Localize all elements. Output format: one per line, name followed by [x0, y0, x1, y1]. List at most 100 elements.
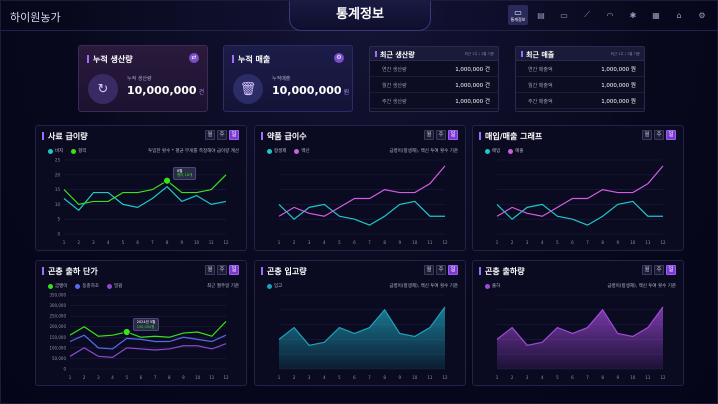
- legend-item: 비지: [48, 148, 63, 154]
- y-tick-label: 50,000: [52, 356, 66, 361]
- x-tick-label: 1: [278, 240, 281, 245]
- tab-period[interactable]: 월: [642, 265, 652, 275]
- tab-period[interactable]: 월: [205, 265, 215, 275]
- y-tick-label: 0: [57, 232, 60, 237]
- recent-sales-card: 최근 매출 최근 1주 / 1월 기준 연간 매출액 1,000,000 원 월간 매출…: [515, 46, 645, 112]
- chart-panel-5: 곤충 출하량 월 주 일 출하 금병이(항생제), 백신 투여 횟수 기준 1 2 3 4 5 6 7 8…: [472, 260, 684, 386]
- x-tick-label: 2: [511, 375, 514, 380]
- x-tick-label: 11: [645, 240, 651, 245]
- nav-bug-icon[interactable]: ✱: [623, 5, 643, 25]
- nav-grid-icon[interactable]: ▤: [531, 5, 551, 25]
- nav-trend-icon[interactable]: ⟋: [577, 5, 597, 25]
- nav-glyph: ◠: [606, 10, 614, 20]
- tab-period[interactable]: 일: [229, 265, 239, 275]
- nav-vr-icon[interactable]: ◠: [600, 5, 620, 25]
- tab-period[interactable]: 주: [217, 130, 227, 140]
- tab-period[interactable]: 주: [436, 265, 446, 275]
- tab-period[interactable]: 월: [424, 130, 434, 140]
- legend-label: 굼벵이: [55, 284, 68, 289]
- series-line-0: [69, 321, 227, 338]
- row-value: 1,000,000 건: [455, 83, 490, 89]
- x-tick-label: 3: [308, 240, 311, 245]
- x-tick-label: 7: [368, 375, 371, 380]
- tab-period[interactable]: 월: [205, 130, 215, 140]
- nav-stats-icon[interactable]: ▭ 통계정보: [508, 5, 528, 25]
- x-tick-label: 2: [511, 240, 514, 245]
- x-tick-label: 4: [111, 375, 114, 380]
- tab-period[interactable]: 일: [666, 130, 676, 140]
- x-tick-label: 3: [526, 375, 529, 380]
- x-tick-label: 6: [136, 240, 139, 245]
- legend-label: 매출: [515, 149, 524, 154]
- x-tick-label: 11: [209, 240, 215, 245]
- series-line-1: [63, 174, 227, 206]
- legend-item: 입고: [267, 283, 282, 289]
- tab-period[interactable]: 일: [448, 130, 458, 140]
- legend-dot: [267, 283, 272, 289]
- legend-item: 항생제: [267, 148, 286, 154]
- nav-settings-icon[interactable]: ⚙: [692, 5, 712, 25]
- x-tick-label: 4: [541, 240, 544, 245]
- tooltip-title: 2024년 5월: [136, 320, 156, 324]
- chart-title: 매입/매출 그래프: [479, 131, 542, 142]
- row-value: 1,000,000 건: [455, 99, 490, 105]
- highlight-point[interactable]: [163, 176, 171, 185]
- x-tick-label: 4: [541, 375, 544, 380]
- row-value: 1,000,000 원: [601, 83, 636, 89]
- y-tick-label: 200,000: [49, 324, 66, 329]
- x-tick-label: 4: [107, 240, 110, 245]
- y-tick-label: 250,000: [49, 314, 66, 319]
- row-label: 월간 매출액: [528, 83, 553, 89]
- chart-title: 곤충 출하 단가: [42, 266, 98, 277]
- nav-label: 통계정보: [510, 17, 526, 22]
- tab-period[interactable]: 월: [424, 265, 434, 275]
- legend-label: 백신: [301, 149, 310, 154]
- tab-period[interactable]: 주: [217, 265, 227, 275]
- top-bar: 하이원농가 통계정보 ▭ 통계정보 ▤ ▭ ⟋ ◠ ✱ ▦ ⌂ ⚙: [1, 1, 718, 31]
- chart-legend: 비지 향리: [48, 148, 87, 154]
- tab-period[interactable]: 월: [642, 130, 652, 140]
- row-value: 1,000,000 원: [601, 99, 636, 105]
- nav-doc-icon[interactable]: ▦: [646, 5, 666, 25]
- tab-period[interactable]: 주: [436, 130, 446, 140]
- x-tick-label: 1: [496, 375, 499, 380]
- tab-period[interactable]: 일: [666, 265, 676, 275]
- chart-panel-0: 사료 급이량 월 주 일 비지 향리 투입한 횟수 * 평균 무게를 측정해야 급이량 계산…: [35, 125, 247, 251]
- chart-svg: 1 2 3 4 5 6 7 8 9 10 11 12: [496, 159, 666, 245]
- tab-period[interactable]: 일: [229, 130, 239, 140]
- x-tick-label: 7: [151, 240, 154, 245]
- x-tick-label: 6: [571, 240, 574, 245]
- chart-legend: 출하: [485, 283, 500, 289]
- tab-period[interactable]: 일: [448, 265, 458, 275]
- x-tick-label: 12: [223, 375, 229, 380]
- x-tick-label: 1: [278, 375, 281, 380]
- bin-icon: 🗑: [233, 74, 263, 104]
- tab-period[interactable]: 주: [654, 265, 664, 275]
- chart-panel-2: 매입/매출 그래프 월 주 일 매입 매출 1 2 3 4 5 6 7 8 9 10 11 12: [472, 125, 684, 251]
- nav-lock-icon[interactable]: ⌂: [669, 5, 689, 25]
- x-tick-label: 1: [63, 240, 66, 245]
- legend-label: 매입: [492, 149, 501, 154]
- swap-icon[interactable]: ⇄: [189, 53, 199, 63]
- x-tick-label: 6: [353, 240, 356, 245]
- x-tick-label: 9: [616, 375, 619, 380]
- x-tick-label: 12: [442, 375, 448, 380]
- highlight-point[interactable]: [122, 328, 131, 336]
- series-line-2: [69, 343, 227, 358]
- chart-note: 최근 월주일 기준: [207, 284, 239, 289]
- row-label: 연간 매출액: [528, 67, 553, 73]
- table-row: 연간 매출액 1,000,000 원: [516, 61, 644, 77]
- x-tick-label: 7: [586, 375, 589, 380]
- nav-card-icon[interactable]: ▭: [554, 5, 574, 25]
- settings-icon[interactable]: ⚙: [334, 53, 344, 63]
- recent-production-card: 최근 생산량 최근 1주 / 1월 기준 연간 생산량 1,000,000 건 월간 생…: [369, 46, 499, 112]
- tooltip-value: 150,000원: [136, 324, 155, 329]
- series-line-0: [278, 200, 445, 226]
- nav-glyph: ▤: [537, 10, 545, 20]
- tab-period[interactable]: 주: [654, 130, 664, 140]
- legend-label: 입고: [274, 284, 283, 289]
- x-tick-label: 9: [398, 240, 401, 245]
- x-tick-label: 6: [353, 375, 356, 380]
